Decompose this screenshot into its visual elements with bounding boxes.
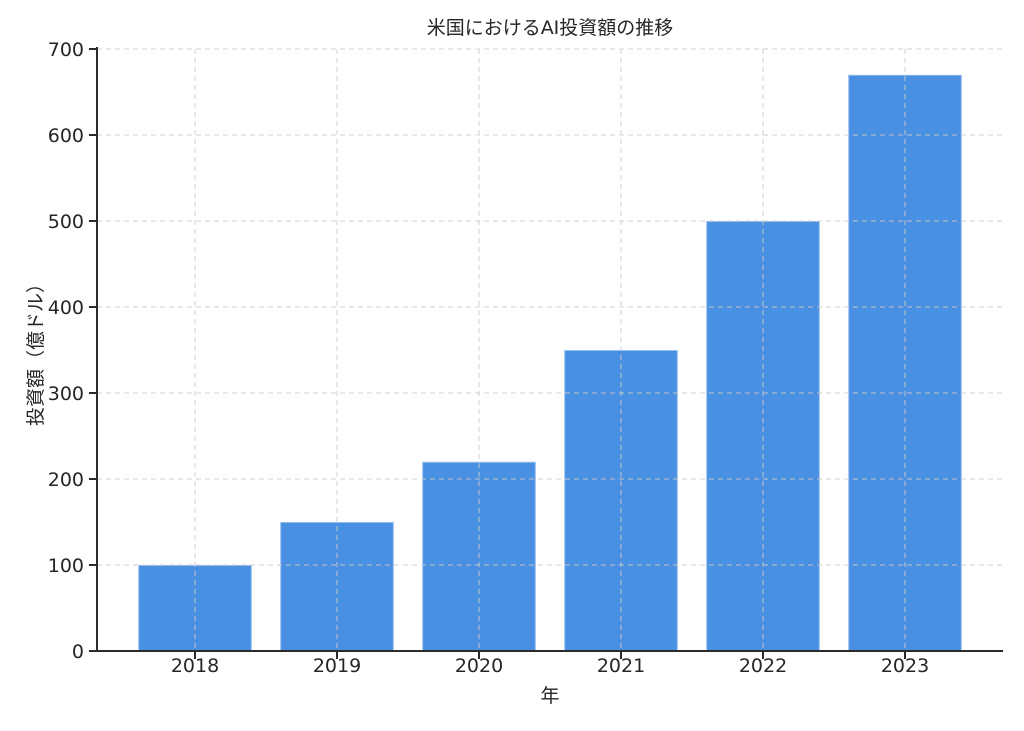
x-tick-label-2023: 2023 bbox=[881, 655, 929, 677]
x-tick-label-2022: 2022 bbox=[739, 655, 787, 677]
y-tick-label-600: 600 bbox=[48, 125, 84, 147]
y-tick-label-200: 200 bbox=[48, 469, 84, 491]
x-axis-label: 年 bbox=[540, 685, 560, 707]
y-tick-label-700: 700 bbox=[48, 39, 84, 61]
y-tick-label-300: 300 bbox=[48, 383, 84, 405]
bar-2019 bbox=[279, 521, 395, 652]
y-tick-label-400: 400 bbox=[48, 297, 84, 319]
chart-title: 米国におけるAI投資額の推移 bbox=[426, 17, 674, 39]
y-tick-label-100: 100 bbox=[48, 555, 84, 577]
x-tick-label-2021: 2021 bbox=[597, 655, 645, 677]
x-tick-label-2019: 2019 bbox=[313, 655, 361, 677]
x-tick-label-2020: 2020 bbox=[455, 655, 503, 677]
x-tick-label-2018: 2018 bbox=[171, 655, 219, 677]
y-tick-label-500: 500 bbox=[48, 211, 84, 233]
y-tick-label-0: 0 bbox=[72, 641, 84, 663]
